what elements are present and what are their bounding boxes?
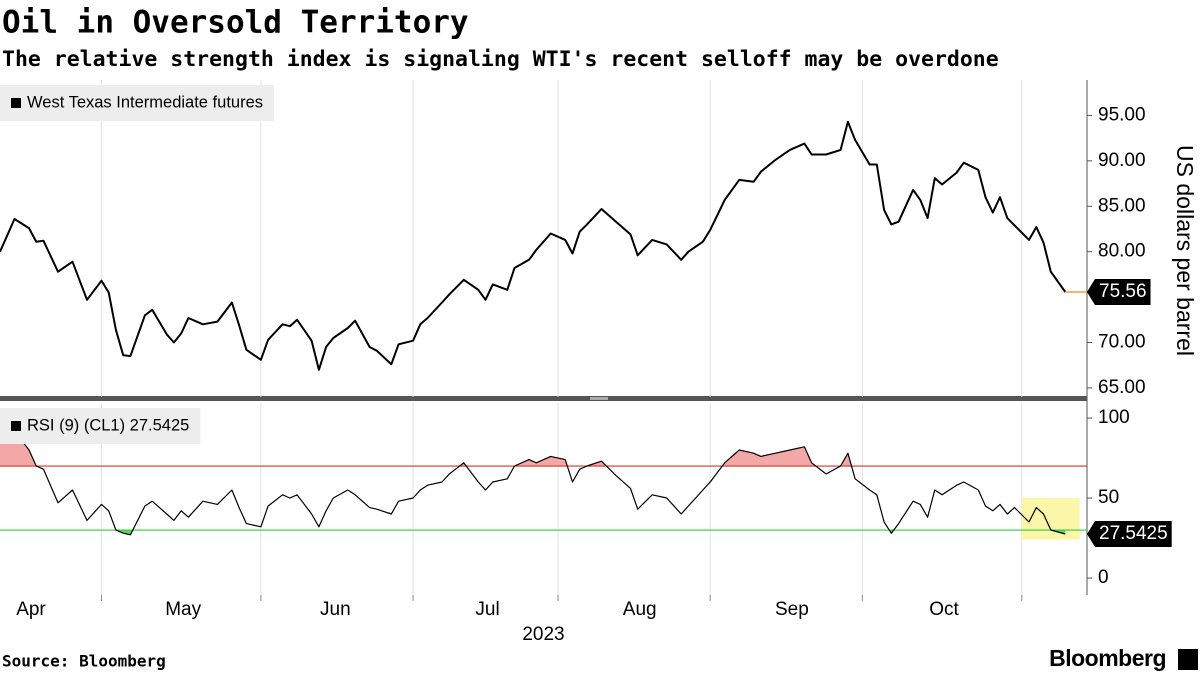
legend-swatch xyxy=(11,98,21,108)
panel-separator xyxy=(0,396,1087,401)
chart-subtitle: The relative strength index is signaling… xyxy=(2,47,999,72)
last-value-label: 27.5425 xyxy=(1099,523,1168,544)
separator-handle xyxy=(590,397,608,400)
y-tick-label: 0 xyxy=(1098,567,1109,588)
tag-background xyxy=(1087,520,1172,547)
chart-title: Oil in Oversold Territory xyxy=(2,5,469,41)
y-tick-label: 70.00 xyxy=(1098,332,1146,353)
brand: Bloomberg xyxy=(1049,645,1166,671)
x-tick-label: Oct xyxy=(929,599,959,620)
x-tick-label: Apr xyxy=(16,599,46,620)
x-tick-label: Jul xyxy=(475,599,499,620)
legend-background xyxy=(0,85,275,121)
legend: RSI (9) (CL1) 27.5425 xyxy=(0,408,201,444)
x-tick-label: Jun xyxy=(320,599,351,620)
legend-label: West Texas Intermediate futures xyxy=(27,93,263,111)
source: Source: Bloomberg xyxy=(2,652,166,671)
data-line xyxy=(0,120,1067,371)
y-axis-title: US dollars per barrel xyxy=(1172,145,1198,356)
tag-background xyxy=(1087,278,1151,305)
overbought-fill xyxy=(0,430,1066,467)
y-tick-label: 85.00 xyxy=(1098,195,1146,216)
last-value-label: 75.56 xyxy=(1099,281,1147,302)
y-tick-label: 90.00 xyxy=(1098,150,1146,171)
last-value-tag: 75.56 xyxy=(1087,278,1151,305)
oversold-fill xyxy=(0,530,1066,535)
x-tick-label: Sep xyxy=(775,599,809,620)
last-value-tag: 27.5425 xyxy=(1087,520,1172,547)
x-tick-label: May xyxy=(165,599,201,620)
y-tick-label: 50 xyxy=(1098,487,1119,508)
legend: West Texas Intermediate futures xyxy=(0,85,275,121)
y-tick-label: 80.00 xyxy=(1098,241,1146,262)
x-tick-label: Aug xyxy=(623,599,657,620)
legend-label: RSI (9) (CL1) 27.5425 xyxy=(27,416,189,434)
brand-icon xyxy=(1178,649,1198,670)
y-tick-label: 65.00 xyxy=(1098,377,1146,398)
legend-background xyxy=(0,408,201,444)
data-line xyxy=(0,430,1066,536)
highlight-box xyxy=(1021,498,1080,540)
legend-swatch xyxy=(11,421,21,431)
x-axis-title: 2023 xyxy=(522,624,564,645)
y-tick-label: 95.00 xyxy=(1098,104,1146,125)
y-tick-label: 100 xyxy=(1098,407,1130,428)
